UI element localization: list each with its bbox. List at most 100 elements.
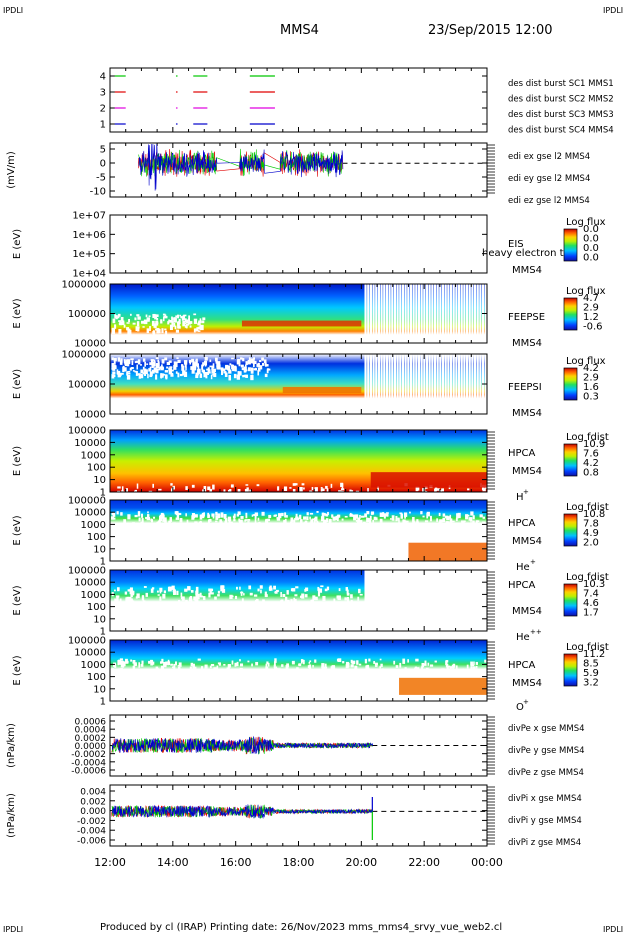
hpca_he2-speckle <box>143 586 147 588</box>
feepsi-speckle <box>129 367 132 371</box>
feepse-speckle <box>202 317 206 321</box>
hpca_he2-speckle <box>130 590 134 595</box>
hpca_he2-speckle <box>286 590 289 595</box>
feepse-speckle <box>121 321 125 325</box>
feepse-data-gap <box>431 284 434 343</box>
hpca_he2-speckle <box>214 596 217 600</box>
feepse-speckle <box>162 313 166 316</box>
feepsi-speckle <box>256 363 259 367</box>
feepsi-speckle <box>142 372 146 375</box>
feepse-speckle <box>173 322 176 327</box>
hpca_he-speckle <box>113 517 116 520</box>
feepsi-speckle <box>251 374 254 380</box>
feepse-data-gap <box>428 284 431 343</box>
feepsi-speckle <box>216 362 220 368</box>
hpca_he-speckle <box>436 518 439 522</box>
hpca_he-speckle <box>366 511 370 515</box>
feepsi-speckle <box>209 359 212 362</box>
hpca_h-speckle <box>474 491 478 495</box>
hpca_he2-speckle <box>114 589 116 592</box>
hpca_o-speckle <box>364 658 367 664</box>
y-tick-label: 0.002 <box>80 797 106 807</box>
y-tick-label: 0.004 <box>80 788 106 798</box>
hpca_h-speckle <box>292 483 296 486</box>
hpca_he-speckle <box>175 511 179 516</box>
hpca_he-speckle <box>237 511 241 515</box>
hpca_he2-speckle <box>359 593 363 596</box>
hpca_o-speckle <box>445 663 449 668</box>
feepse-data-gap <box>452 284 455 343</box>
hpca_o-speckle <box>466 664 469 669</box>
hpca_he-speckle <box>449 520 453 524</box>
legend-entry: divPi z gse MMS4 <box>508 838 581 848</box>
hpca_he2-speckle <box>150 588 154 593</box>
feepse-data-gap <box>415 284 418 343</box>
legend-entry: edi ey gse l2 MMS4 <box>508 174 590 184</box>
hpca_h-speckle <box>335 491 338 497</box>
colorbar-tick-label: 5.9 <box>583 668 599 679</box>
feepsi-speckle <box>194 362 197 366</box>
hpca_h-speckle <box>152 483 155 488</box>
hpca_h-speckle <box>330 483 333 488</box>
feepse-data-gap <box>385 284 389 343</box>
feepsi-data-gap <box>407 354 410 414</box>
feepsi-speckle <box>237 359 241 365</box>
feepsi-speckle <box>148 368 151 372</box>
hpca_he2-speckle <box>115 595 120 598</box>
feepsi-speckle <box>238 371 242 376</box>
hpca_he2-speckle <box>202 596 206 601</box>
y-tick-label: 1 <box>100 697 106 708</box>
hpca_o-speckle <box>189 669 192 673</box>
feepse-speckle <box>197 322 201 326</box>
feepsi-speckle <box>149 371 152 376</box>
feepsi-data-gap <box>465 354 469 414</box>
feepse-speckle <box>167 321 170 325</box>
feepsi-data-gap <box>468 354 471 414</box>
hpca_he2-speckle <box>145 592 148 597</box>
hpca_h-speckle <box>244 488 248 493</box>
hpca_he2-speckle <box>208 588 211 592</box>
feepsi-speckle <box>117 370 121 376</box>
hpca_o-speckle <box>476 669 479 674</box>
hpca_o-speckle <box>368 658 371 662</box>
feepse-speckle <box>129 329 132 335</box>
hpca_he2-speckle <box>211 588 214 592</box>
feepsi-speckle <box>111 374 115 379</box>
feepsi-speckle <box>221 369 223 376</box>
hpca_he-speckle <box>147 511 149 514</box>
hpca_h-speckle <box>202 489 205 492</box>
hpca_o-speckle <box>307 665 311 669</box>
y-tick-label: 5 <box>100 145 106 156</box>
hpca_he-speckle <box>161 514 165 519</box>
feepse-data-gap <box>476 284 479 343</box>
feepse-speckle <box>147 319 150 322</box>
hpca_he-speckle <box>335 522 337 526</box>
hpca_o-speckle <box>336 658 340 662</box>
hpca_o-speckle <box>441 668 445 674</box>
hpca_he-speckle <box>477 520 480 523</box>
feepse-data-gap <box>372 284 375 343</box>
hpca_he2-speckle <box>184 588 188 592</box>
hpca_he2-speckle <box>301 593 305 599</box>
feepse-data-gap <box>436 284 439 343</box>
hpca_he-speckle <box>446 516 448 521</box>
feepsi-speckle <box>155 357 159 360</box>
corner-label-top-right: IPDLI <box>603 6 623 15</box>
hpca_he-speckle <box>331 514 334 518</box>
hpca_he2-speckle <box>290 588 294 592</box>
hpca_o-speckle <box>296 667 299 671</box>
hpca_he-speckle <box>442 517 446 523</box>
hpca_he2-speckle <box>117 587 120 592</box>
feepsi-speckle <box>267 368 271 371</box>
feepsi-speckle <box>247 359 251 365</box>
hpca_o-speckle <box>354 665 358 670</box>
feepsi-data-gap <box>399 354 402 414</box>
feepsi-speckle <box>155 374 158 380</box>
hpca_he2-speckle <box>151 587 155 590</box>
feepse-speckle <box>169 324 173 331</box>
hpca_he2-speckle <box>291 588 296 592</box>
feepse-data-gap <box>457 284 461 343</box>
feepsi-speckle <box>222 368 226 372</box>
